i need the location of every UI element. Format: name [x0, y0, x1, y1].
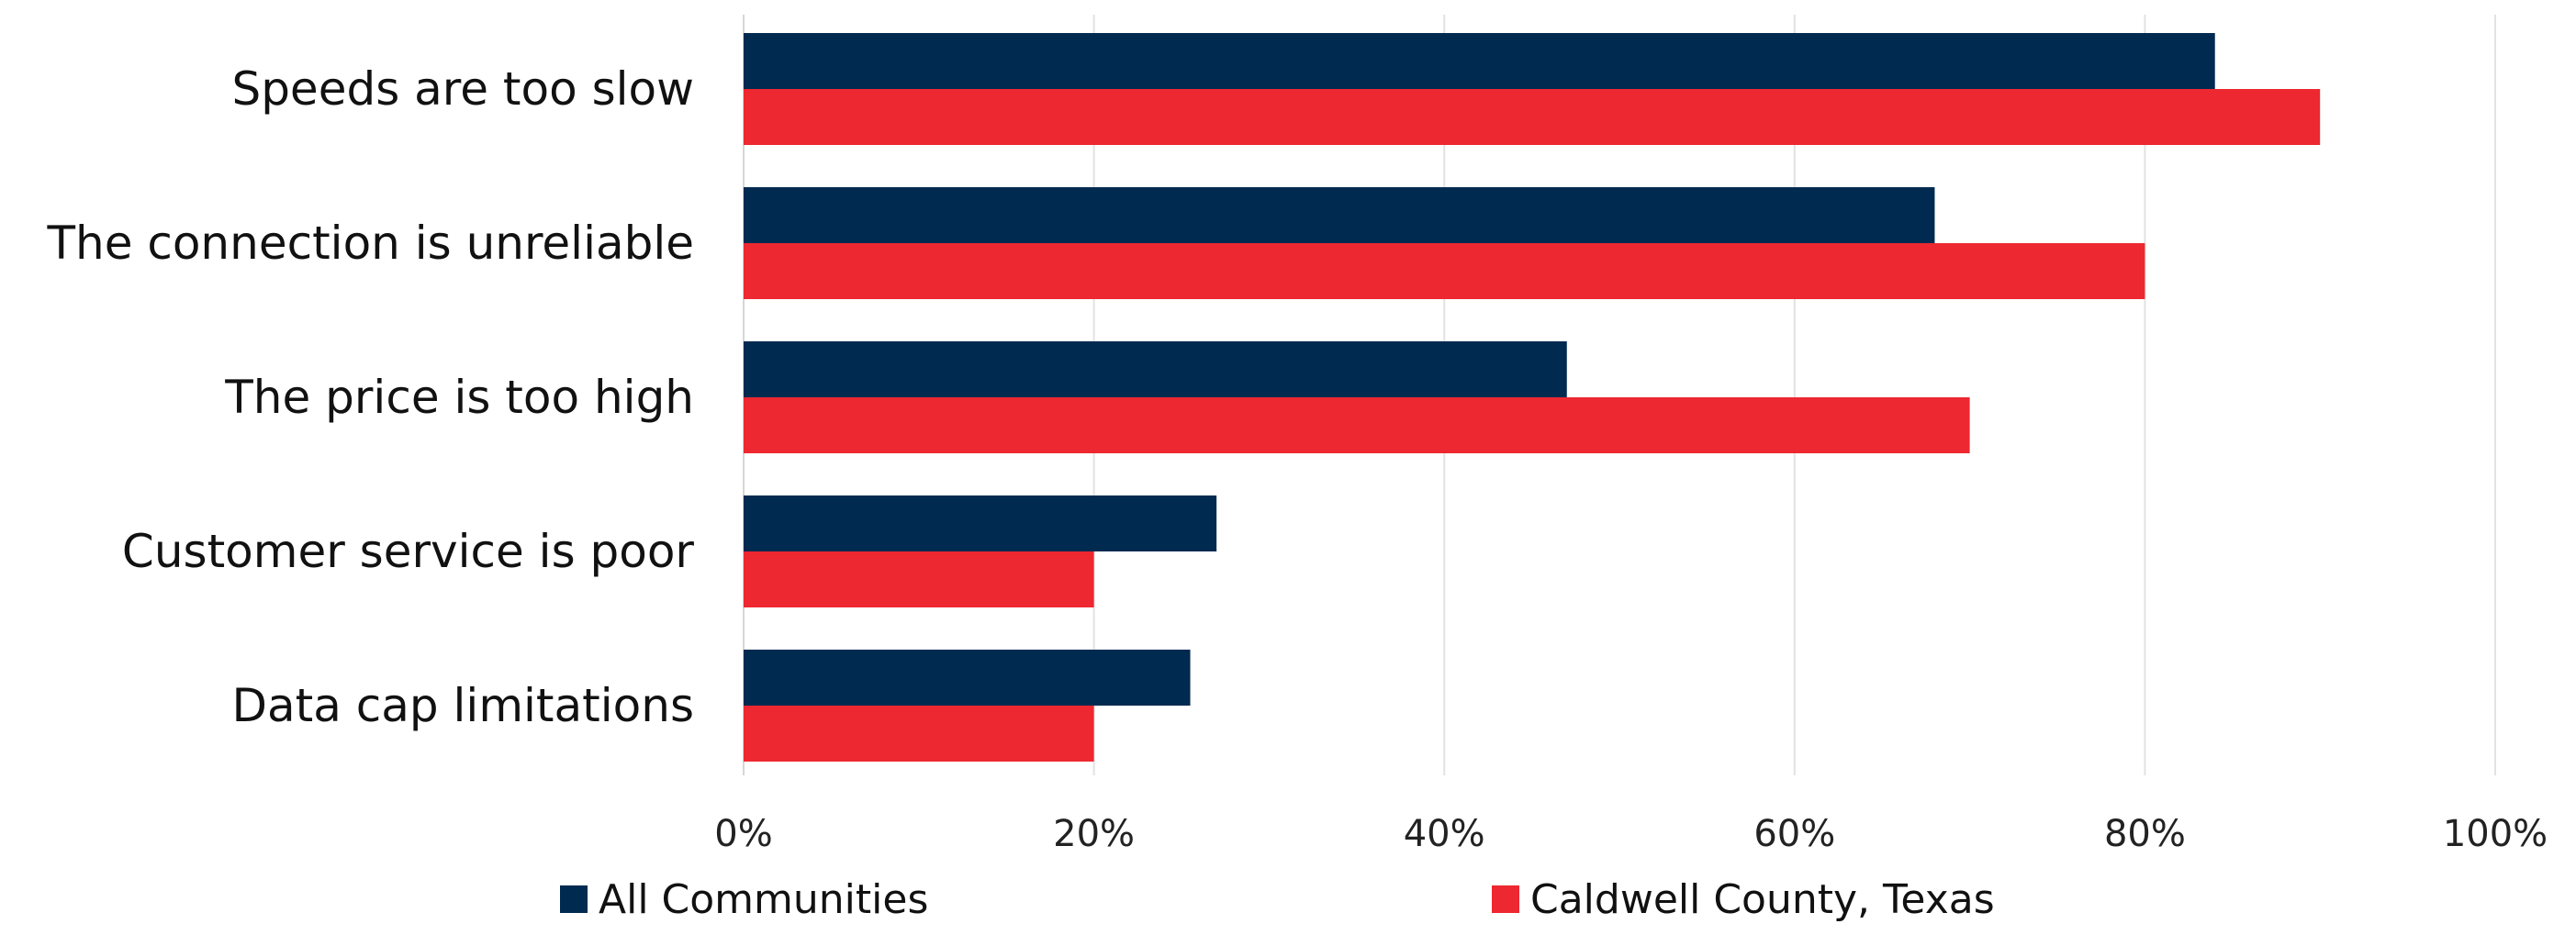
x-tick-label: 40% — [1404, 813, 1485, 855]
bar-all-communities-the-connection-is-unreliable — [744, 187, 1935, 243]
bar-all-communities-the-price-is-too-high — [744, 341, 1567, 397]
bar-all-communities-speeds-are-too-slow — [744, 33, 2215, 89]
bar-caldwell-county-texas-the-connection-is-unreliable — [744, 243, 2145, 299]
legend-label: Caldwell County, Texas — [1530, 876, 1995, 923]
bar-all-communities-data-cap-limitations — [744, 650, 1191, 706]
bar-caldwell-county-texas-speeds-are-too-slow — [744, 89, 2321, 145]
bar-all-communities-customer-service-is-poor — [744, 495, 1217, 551]
category-labels: Speeds are too slow The connection is unr… — [46, 62, 694, 732]
x-tick-label: 100% — [2443, 813, 2548, 855]
category-label: Data cap limitations — [232, 679, 695, 732]
bar-caldwell-county-texas-customer-service-is-poor — [744, 551, 1094, 607]
category-label: Speeds are too slow — [231, 62, 694, 116]
legend-label: All Communities — [599, 876, 928, 923]
x-tick-label: 20% — [1053, 813, 1135, 855]
x-tick-label: 80% — [2104, 813, 2186, 855]
bar-caldwell-county-texas-data-cap-limitations — [744, 706, 1094, 762]
legend-item-caldwell-county-texas: Caldwell County, Texas — [1492, 876, 1995, 923]
category-label: The connection is unreliable — [46, 217, 694, 270]
legend-swatch — [560, 885, 588, 913]
x-tick-label: 60% — [1753, 813, 1835, 855]
x-tick-label: 0% — [714, 813, 772, 855]
x-axis-tick-labels: 0% 20% 40% 60% 80% 100% — [714, 813, 2548, 855]
legend-item-all-communities: All Communities — [560, 876, 928, 923]
legend-swatch — [1492, 885, 1519, 913]
bar-caldwell-county-texas-the-price-is-too-high — [744, 397, 1970, 453]
category-label: The price is too high — [224, 371, 694, 424]
category-label: Customer service is poor — [122, 525, 695, 578]
legend: All Communities Caldwell County, Texas — [560, 876, 1995, 923]
bars — [744, 33, 2321, 762]
